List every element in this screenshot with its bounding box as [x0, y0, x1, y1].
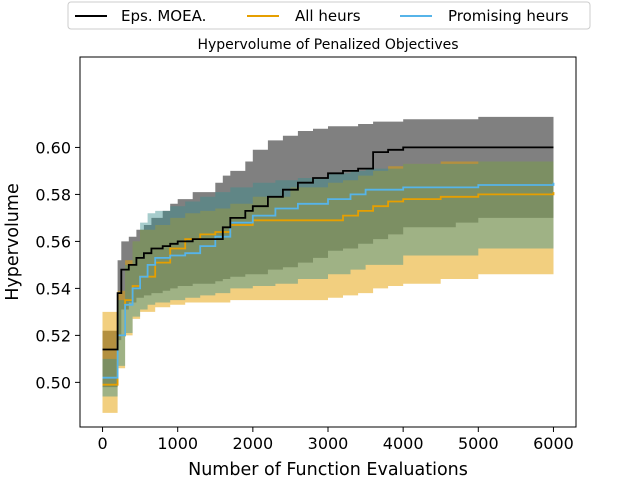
y-tick-label: 0.52: [35, 326, 71, 345]
y-tick-label: 0.54: [35, 279, 71, 298]
line-eps-moea: [102, 146, 554, 351]
y-tick-label: 0.60: [35, 138, 71, 157]
x-axis-ticks: 0 1000 2000 3000 4000 5000 6000: [97, 427, 574, 453]
x-tick-label: 0: [97, 434, 107, 453]
x-tick-label: 6000: [533, 434, 574, 453]
x-tick-label: 1000: [157, 434, 198, 453]
legend: Eps. MOEA. All heurs Promising heurs: [67, 1, 591, 30]
y-tick-label: 0.58: [35, 185, 71, 204]
x-axis-label: Number of Function Evaluations: [188, 460, 468, 480]
y-axis-ticks: 0.50 0.52 0.54 0.56 0.58 0.60: [35, 138, 80, 392]
y-tick-label: 0.50: [35, 373, 71, 392]
chart-title: Hypervolume of Penalized Objectives: [197, 37, 458, 53]
legend-label-eps-moea: Eps. MOEA.: [121, 7, 206, 25]
confidence-bands: [102, 116, 554, 413]
legend-label-all-heurs: All heurs: [295, 7, 361, 25]
x-tick-label: 5000: [458, 434, 499, 453]
y-tick-label: 0.56: [35, 232, 71, 251]
x-tick-label: 2000: [232, 434, 273, 453]
x-tick-label: 3000: [308, 434, 349, 453]
legend-frame: [67, 1, 591, 30]
x-tick-label: 4000: [383, 434, 424, 453]
line-promising-heurs: [102, 182, 555, 379]
series-lines: [102, 146, 555, 386]
y-axis-label: Hypervolume: [3, 183, 23, 300]
legend-label-promising-heurs: Promising heurs: [448, 7, 569, 25]
band-all-heurs: [102, 159, 554, 413]
band-promising-heurs: [102, 159, 554, 397]
